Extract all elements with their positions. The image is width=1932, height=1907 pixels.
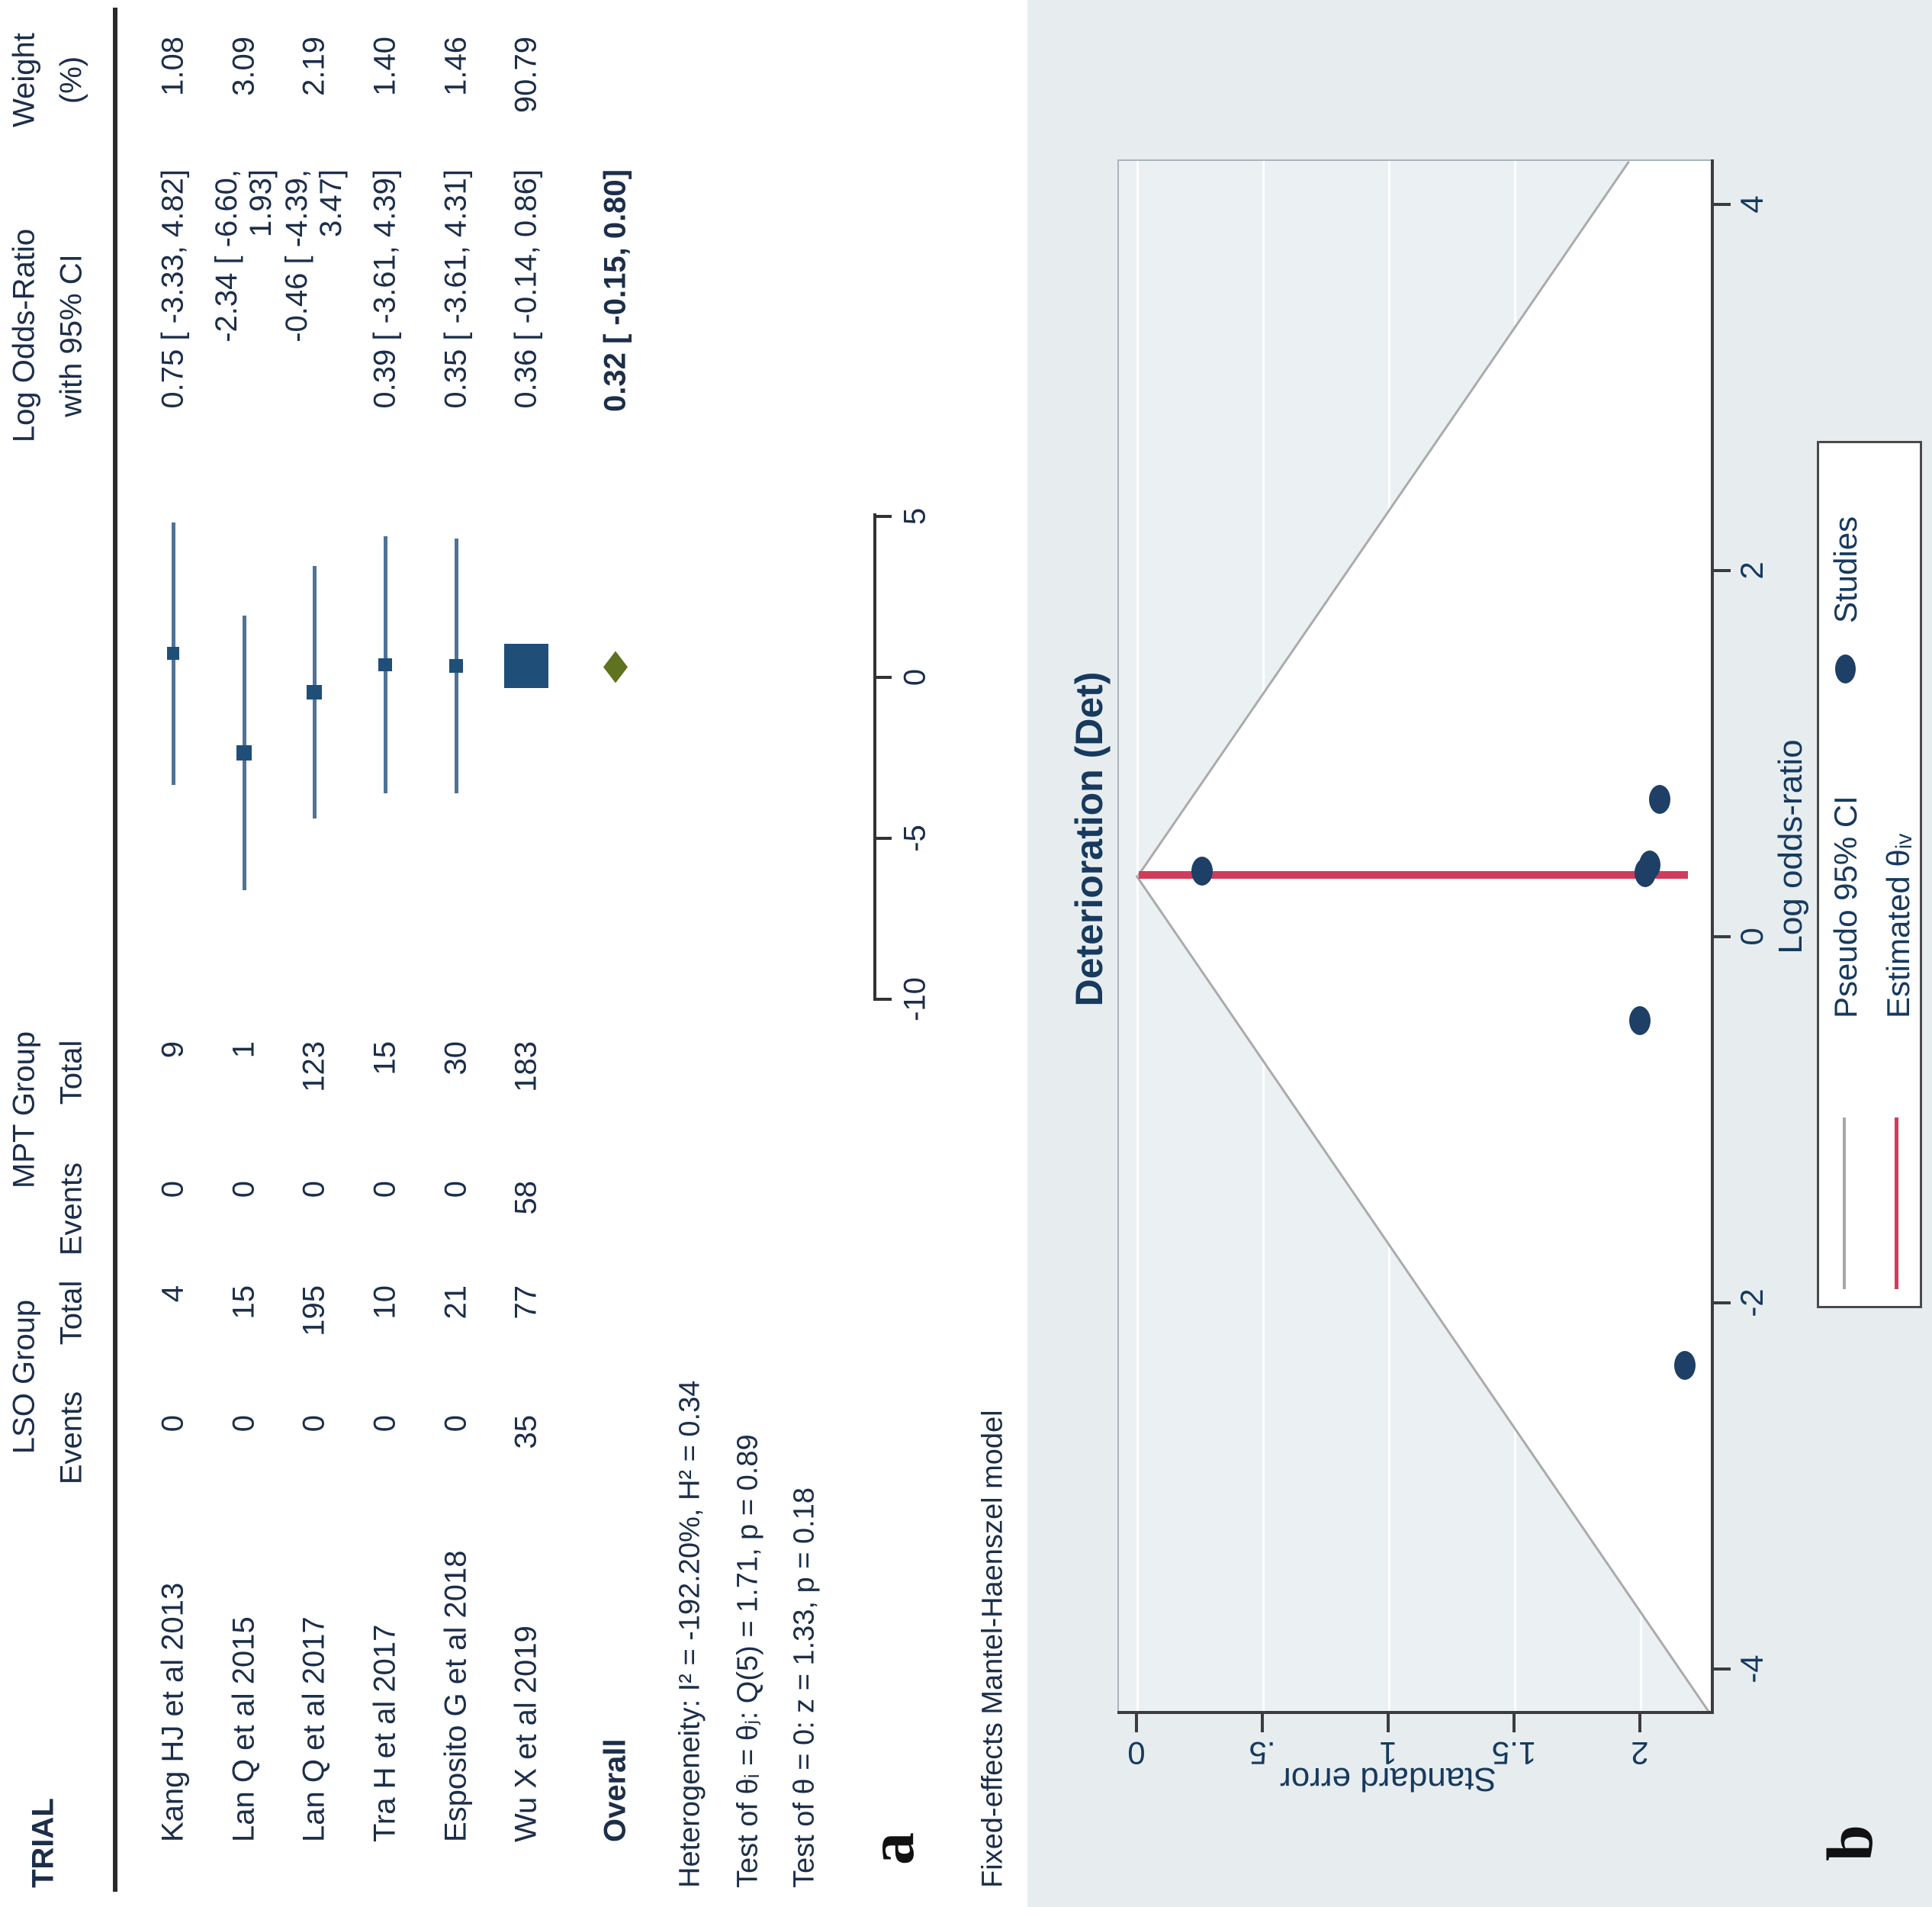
funnel-title: Deterioration (Det)	[1068, 671, 1111, 1007]
point-estimate-marker	[236, 744, 252, 761]
logor-tick-label: 4	[1734, 195, 1770, 214]
se-tick-label: 1.5	[1491, 1735, 1537, 1771]
weight-value: 1.40	[368, 37, 402, 96]
column-header-lso-total: Total	[54, 1280, 88, 1346]
forest-axis-tick	[873, 998, 892, 1001]
forest-axis-tick-label: -10	[898, 977, 932, 1021]
overall-diamond	[603, 651, 628, 683]
study-dot	[1674, 1350, 1696, 1380]
study-dot	[1191, 856, 1213, 886]
se-tick-label: 2	[1631, 1735, 1649, 1771]
logor-tick	[1712, 1301, 1731, 1304]
se-tick	[1638, 1712, 1641, 1732]
forest-axis-line	[873, 513, 876, 1001]
logor-tick	[1712, 935, 1731, 938]
x-axis-label: Log odds-ratio	[1772, 739, 1809, 954]
panel-b-label: b	[1813, 1825, 1886, 1861]
logor-tick	[1712, 569, 1731, 572]
weight-value: 3.09	[227, 37, 261, 96]
point-estimate-marker	[378, 658, 392, 672]
z-test-stat: Test of θ = 0: z = 1.33, p = 0.18	[788, 1487, 821, 1888]
mpt-total-value: 9	[156, 1041, 190, 1059]
forest-axis-tick-label: 0	[898, 668, 932, 687]
se-gridline	[1136, 161, 1139, 1712]
weight-value: 90.79	[509, 37, 543, 114]
se-tick	[1512, 1712, 1516, 1732]
mpt-total-value: 15	[368, 1041, 402, 1076]
heterogeneity-stat: Heterogeneity: I² = -192.20%, H² = 0.34	[673, 1380, 706, 1888]
column-header-lso-events: Events	[54, 1391, 88, 1485]
forest-axis-tick	[873, 676, 892, 679]
point-estimate-marker	[166, 646, 180, 660]
mpt-total-value: 1	[227, 1041, 261, 1059]
header-rule	[113, 8, 117, 1892]
weight-value: 1.46	[439, 37, 473, 96]
forest-axis-tick-label: 5	[898, 507, 932, 526]
forest-axis-tick-label: -5	[898, 825, 932, 852]
study-dot	[1634, 858, 1656, 887]
logor-tick-label: 0	[1734, 928, 1770, 946]
legend-estimated-line-icon	[1895, 1118, 1898, 1289]
se-tick-label: .5	[1249, 1735, 1276, 1771]
column-header-weight-1: Weight	[7, 33, 41, 127]
legend-pseudo-ci-label: Pseudo 95% CI	[1828, 796, 1863, 1018]
logor-tick	[1712, 203, 1731, 206]
point-estimate-marker	[449, 659, 463, 674]
se-tick	[1135, 1712, 1138, 1732]
column-header-mpt-total: Total	[54, 1040, 88, 1105]
overall-ci-text: 0.32 [ -0.15, 0.80]	[598, 169, 632, 412]
legend-pseudo-ci-line-icon	[1843, 1118, 1846, 1289]
point-estimate-marker	[504, 643, 548, 688]
mpt-total-value: 30	[439, 1041, 473, 1076]
logor-tick-label: 2	[1734, 561, 1770, 580]
logor-tick-label: -4	[1734, 1655, 1770, 1683]
model-note: Fixed-effects Mantel-Haenszel model	[976, 1410, 1009, 1888]
se-axis-line	[1117, 1711, 1714, 1714]
q-test-stat: Test of θᵢ = θⱼ: Q(5) = 1.71, p = 0.89	[731, 1434, 764, 1888]
legend-estimated-label: Estimated θᵢᵥ	[1880, 834, 1916, 1018]
se-tick	[1387, 1712, 1390, 1732]
weight-value: 1.08	[156, 37, 190, 96]
column-header-trial: TRIAL	[26, 1798, 60, 1888]
point-estimate-marker	[307, 684, 322, 699]
mpt-total-value: 123	[297, 1041, 331, 1092]
column-header-lso-group: LSO Group	[7, 1299, 41, 1455]
column-header-mpt-group: MPT Group	[7, 1031, 41, 1188]
logor-tick	[1712, 1667, 1731, 1671]
weight-value: 2.19	[297, 37, 331, 96]
forest-axis-tick	[873, 515, 892, 518]
se-tick-label: 0	[1127, 1735, 1146, 1771]
column-header-mpt-events: Events	[54, 1162, 88, 1256]
column-header-logor-1: Log Odds-Ratio	[7, 228, 41, 443]
y-axis-label: Standard error	[1280, 1761, 1496, 1798]
column-header-logor-2: with 95% CI	[54, 254, 88, 417]
overall-label: Overall	[598, 1738, 632, 1842]
forest-axis-tick	[873, 837, 892, 840]
legend-studies-label: Studies	[1828, 516, 1863, 623]
panel-a-label: a	[854, 1832, 927, 1865]
column-header-weight-2: (%)	[54, 56, 88, 105]
mpt-total-value: 183	[509, 1041, 543, 1092]
logor-tick-label: -2	[1734, 1288, 1770, 1317]
estimated-theta-line	[1139, 871, 1688, 879]
se-tick	[1261, 1712, 1264, 1732]
legend-studies-dot-icon	[1835, 654, 1856, 683]
